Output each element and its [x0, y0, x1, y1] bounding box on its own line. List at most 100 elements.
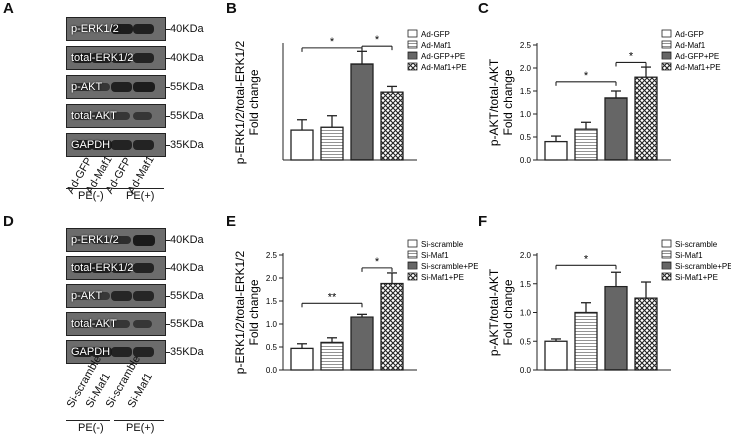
- legend-entry: Ad-Maf1+PE: [421, 63, 467, 72]
- blot-band: [111, 140, 132, 150]
- blot-row-gapdh: GAPDH: [66, 340, 166, 364]
- blot-band: [133, 320, 152, 328]
- blot-band: [133, 112, 152, 120]
- y-tick-label: 1.0: [266, 320, 278, 329]
- blot-band: [72, 140, 93, 150]
- y-tick-label: 0.0: [520, 156, 532, 165]
- group-line: [114, 188, 164, 189]
- blot-band: [133, 81, 155, 93]
- legend-entry: Si-scramble+PE: [421, 262, 478, 271]
- legend-swatch: [661, 29, 672, 38]
- significance-label: *: [375, 34, 380, 46]
- blot-band: [111, 23, 133, 35]
- chart-c: p-AKT/total-AKT Fold change 0.0 0.5 1.0 1.5 2.…: [487, 29, 721, 165]
- blot-row-label: GAPDH: [71, 346, 111, 358]
- blot-row-total-erk1-2: total-ERK1/2: [66, 46, 166, 70]
- blot-row-total-erk1-2: total-ERK1/2: [66, 256, 166, 280]
- blot-row-gapdh: GAPDH: [66, 133, 166, 157]
- y-tick-label: 1.0: [520, 110, 532, 119]
- y-tick-label: 0.0: [266, 366, 278, 375]
- legend-entry: Ad-Maf1+PE: [675, 63, 721, 72]
- blot-band: [91, 263, 112, 273]
- blot-row-p-erk1-2: p-ERK1/2: [66, 228, 166, 252]
- y-tick-label: 0.5: [520, 133, 532, 142]
- blot-band: [91, 112, 110, 120]
- y-tick-label: 1.5: [520, 87, 532, 96]
- y-tick-label: 2.0: [266, 274, 278, 283]
- kda-marker: 55KDa: [170, 110, 204, 122]
- bar: [634, 297, 658, 371]
- y-axis-label: p-AKT/total-AKT: [487, 58, 501, 146]
- kda-marker: 55KDa: [170, 318, 204, 330]
- blot-band: [72, 236, 91, 244]
- blot-row-label: p-AKT: [71, 290, 103, 302]
- blot-row-label: total-AKT: [71, 110, 117, 122]
- blot-band: [111, 235, 131, 245]
- chart-b: p-ERK1/2/total-ERK1/2 Fold change * * Ad-GFP…: [233, 29, 467, 164]
- y-axis-label: p-AKT/total-AKT: [487, 268, 501, 356]
- bar: [290, 347, 314, 371]
- kda-marker: 55KDa: [170, 81, 204, 93]
- legend-entry: Ad-GFP: [675, 30, 704, 39]
- blot-band: [111, 320, 130, 328]
- kda-tick: [166, 352, 170, 353]
- bar: [380, 91, 404, 161]
- group-line: [66, 420, 110, 421]
- bar: [634, 76, 658, 161]
- y-axis-sublabel: Fold change: [247, 279, 261, 345]
- y-tick-label: 2.0: [520, 64, 532, 73]
- panel-label-f: F: [478, 213, 488, 230]
- legend-swatch: [661, 250, 672, 259]
- y-axis-label: p-ERK1/2/total-ERK1/2: [233, 40, 247, 164]
- significance-label: *: [629, 50, 634, 62]
- panel-label-e: E: [226, 213, 237, 230]
- legend-swatch: [407, 29, 418, 38]
- blot-row-p-akt: p-AKT: [66, 75, 166, 99]
- bar: [350, 316, 374, 371]
- kda-tick: [166, 87, 170, 88]
- blot-band: [111, 81, 133, 93]
- kda-tick: [166, 324, 170, 325]
- y-tick-label: 0.5: [266, 343, 278, 352]
- blot-band: [91, 25, 109, 33]
- panel-label-d: D: [3, 213, 14, 230]
- blot-band: [111, 53, 132, 63]
- legend-swatch: [661, 261, 672, 270]
- kda-marker: 40KDa: [170, 23, 204, 35]
- blot-row-label: p-ERK1/2: [71, 234, 119, 246]
- bar: [290, 129, 314, 161]
- kda-tick: [166, 268, 170, 269]
- kda-marker: 35KDa: [170, 139, 204, 151]
- bar: [604, 285, 628, 371]
- legend-entry: Ad-GFP: [421, 30, 450, 39]
- y-axis-label: p-ERK1/2/total-ERK1/2: [233, 250, 247, 374]
- blot-band: [72, 292, 91, 300]
- bar: [380, 282, 404, 371]
- blot-band: [91, 236, 110, 244]
- blot-band: [133, 23, 155, 35]
- significance-label: *: [584, 70, 589, 82]
- legend-entry: Si-scramble: [675, 240, 718, 249]
- group-label: PE(+): [126, 422, 155, 434]
- kda-marker: 35KDa: [170, 346, 204, 358]
- significance-label: *: [330, 36, 335, 48]
- blot-band: [133, 234, 155, 246]
- blot-row-label: p-AKT: [71, 81, 103, 93]
- legend-swatch: [407, 40, 418, 49]
- y-tick-label: 0.0: [520, 366, 532, 375]
- blot-band: [72, 53, 93, 63]
- panel-label-c: C: [478, 0, 489, 17]
- blot-row-total-akt: total-AKT: [66, 104, 166, 128]
- legend-swatch: [407, 51, 418, 60]
- bar: [574, 128, 598, 161]
- blot-row-label: total-AKT: [71, 318, 117, 330]
- legend-entry: Si-Maf1: [675, 251, 703, 260]
- group-line: [114, 420, 164, 421]
- blot-band: [72, 112, 91, 120]
- kda-marker: 40KDa: [170, 234, 204, 246]
- bar: [574, 311, 598, 371]
- blot-band: [133, 140, 154, 150]
- legend-entry: Si-Maf1+PE: [421, 273, 464, 282]
- legend-swatch: [661, 239, 672, 248]
- group-label: PE(-): [78, 190, 104, 202]
